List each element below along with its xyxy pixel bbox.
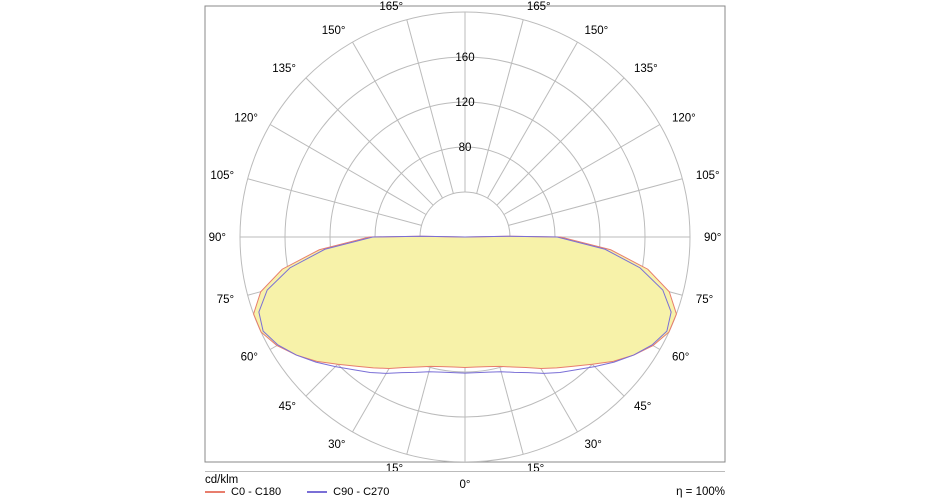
svg-text:105°: 105° [696,170,720,182]
polar-chart-container: 80 120 160 165° 150° 135° 120° 105° 90° 75° 60° 45°… [0,0,930,500]
svg-text:45°: 45° [279,401,296,413]
legend-item-c90: C90 - C270 [307,486,389,498]
svg-text:90°: 90° [704,232,721,244]
svg-text:75°: 75° [217,294,234,306]
svg-text:165°: 165° [527,1,551,13]
svg-text:120°: 120° [234,113,258,125]
svg-text:120: 120 [455,97,474,109]
legend-series-row: C0 - C180 C90 - C270 [205,486,389,498]
svg-text:160: 160 [455,52,474,64]
svg-text:30°: 30° [328,439,345,451]
svg-text:60°: 60° [672,352,689,364]
legend-swatch-c90 [307,491,327,493]
svg-text:105°: 105° [210,170,234,182]
svg-text:80: 80 [459,142,472,154]
legend-left-block: cd/klm C0 - C180 C90 - C270 [205,474,389,498]
svg-text:135°: 135° [634,63,658,75]
svg-text:150°: 150° [585,25,609,37]
svg-text:150°: 150° [322,25,346,37]
legend-label-c90: C90 - C270 [333,486,389,498]
svg-text:60°: 60° [241,352,258,364]
svg-text:45°: 45° [634,401,651,413]
polar-chart-svg: 80 120 160 165° 150° 135° 120° 105° 90° 75° 60° 45°… [0,0,930,500]
svg-text:90°: 90° [209,232,226,244]
svg-text:30°: 30° [585,439,602,451]
svg-text:135°: 135° [272,63,296,75]
legend: cd/klm C0 - C180 C90 - C270 η = 100% [205,471,725,498]
legend-item-c0: C0 - C180 [205,486,281,498]
svg-text:165°: 165° [379,1,403,13]
legend-swatch-c0 [205,491,225,493]
svg-text:120°: 120° [672,113,696,125]
efficiency-label: η = 100% [676,486,725,498]
unit-label: cd/klm [205,474,238,486]
legend-label-c0: C0 - C180 [231,486,281,498]
svg-text:75°: 75° [696,294,713,306]
